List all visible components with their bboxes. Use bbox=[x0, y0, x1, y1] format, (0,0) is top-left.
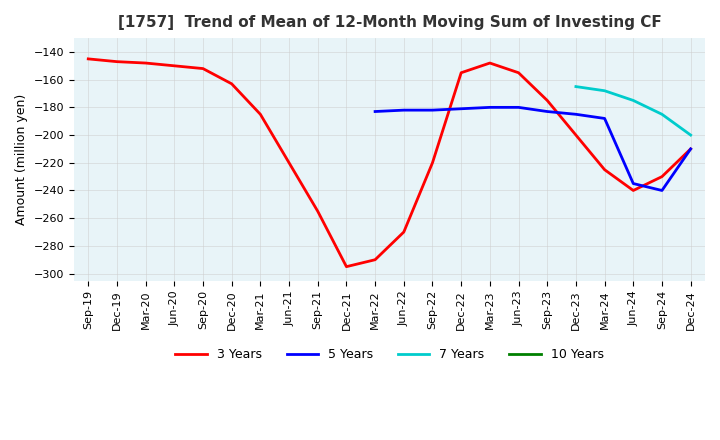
5 Years bbox=[657, 188, 666, 193]
3 Years bbox=[657, 174, 666, 179]
Legend: 3 Years, 5 Years, 7 Years, 10 Years: 3 Years, 5 Years, 7 Years, 10 Years bbox=[171, 343, 608, 367]
3 Years bbox=[629, 188, 638, 193]
3 Years bbox=[342, 264, 351, 269]
7 Years bbox=[600, 88, 609, 93]
3 Years bbox=[284, 160, 293, 165]
7 Years bbox=[629, 98, 638, 103]
Title: [1757]  Trend of Mean of 12-Month Moving Sum of Investing CF: [1757] Trend of Mean of 12-Month Moving … bbox=[117, 15, 662, 30]
5 Years bbox=[572, 112, 580, 117]
3 Years bbox=[686, 146, 695, 151]
Y-axis label: Amount (million yen): Amount (million yen) bbox=[15, 94, 28, 225]
3 Years bbox=[84, 56, 93, 62]
3 Years bbox=[313, 209, 322, 214]
3 Years bbox=[514, 70, 523, 75]
3 Years bbox=[485, 60, 494, 66]
Line: 3 Years: 3 Years bbox=[89, 59, 690, 267]
3 Years bbox=[371, 257, 379, 262]
5 Years bbox=[428, 107, 437, 113]
3 Years bbox=[170, 63, 179, 69]
3 Years bbox=[141, 60, 150, 66]
7 Years bbox=[572, 84, 580, 89]
5 Years bbox=[686, 146, 695, 151]
3 Years bbox=[112, 59, 121, 64]
5 Years bbox=[485, 105, 494, 110]
3 Years bbox=[199, 66, 207, 71]
5 Years bbox=[400, 107, 408, 113]
3 Years bbox=[400, 229, 408, 235]
5 Years bbox=[629, 181, 638, 186]
3 Years bbox=[543, 98, 552, 103]
3 Years bbox=[457, 70, 466, 75]
5 Years bbox=[514, 105, 523, 110]
Line: 7 Years: 7 Years bbox=[576, 87, 690, 135]
3 Years bbox=[572, 132, 580, 138]
5 Years bbox=[371, 109, 379, 114]
3 Years bbox=[228, 81, 236, 86]
3 Years bbox=[600, 167, 609, 172]
7 Years bbox=[686, 132, 695, 138]
5 Years bbox=[543, 109, 552, 114]
7 Years bbox=[657, 112, 666, 117]
5 Years bbox=[457, 106, 466, 111]
3 Years bbox=[256, 112, 265, 117]
Line: 5 Years: 5 Years bbox=[375, 107, 690, 191]
5 Years bbox=[600, 116, 609, 121]
3 Years bbox=[428, 160, 437, 165]
